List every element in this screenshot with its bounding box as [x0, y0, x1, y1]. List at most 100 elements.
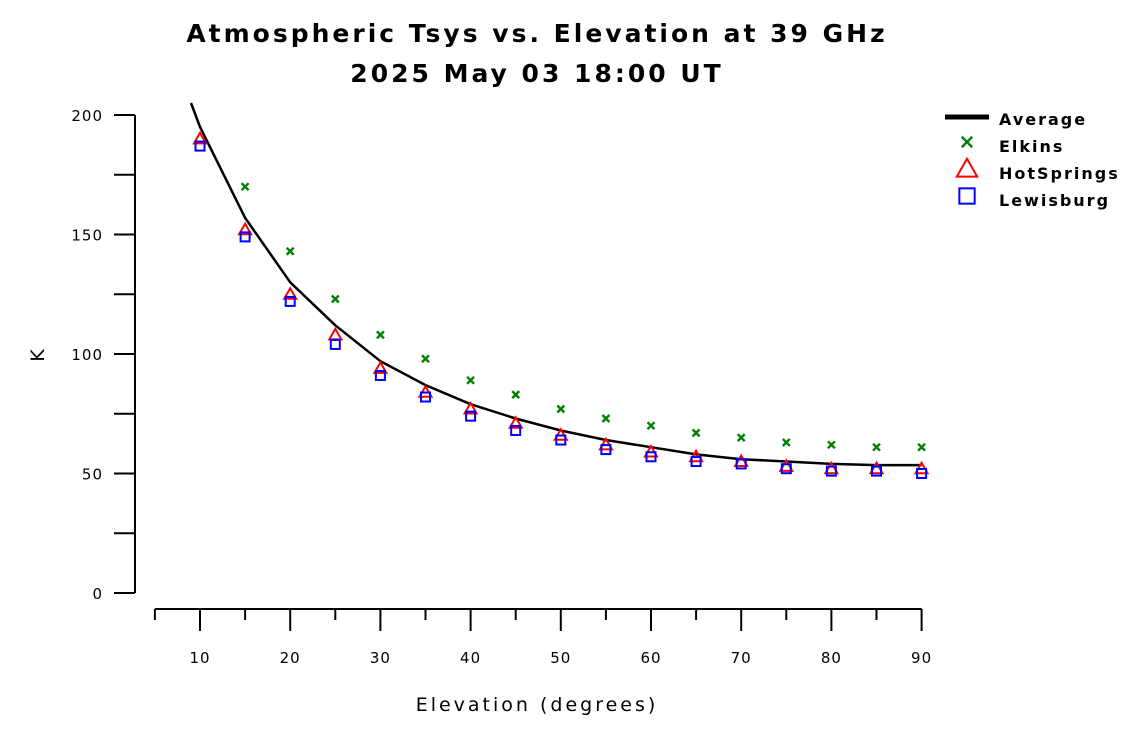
marker-stroke	[960, 135, 974, 149]
plot-area	[189, 102, 930, 479]
x-axis-label: Elevation (degrees)	[416, 694, 659, 716]
marker-stroke	[646, 421, 656, 431]
marker-stroke	[601, 414, 611, 423]
hotsprings-point	[192, 130, 208, 145]
x-tick-label: 50	[550, 649, 571, 667]
lewisburg-point	[329, 338, 341, 350]
lewisburg-point	[645, 451, 657, 463]
average-curve	[189, 102, 922, 467]
legend-label: Lewisburg	[999, 191, 1110, 210]
elkins-point	[781, 438, 791, 447]
lewisburg-point	[690, 456, 702, 468]
y-tick-label: 200	[71, 107, 103, 125]
series-elkins	[240, 182, 926, 452]
lewisburg-point	[510, 424, 522, 436]
hotsprings-point	[237, 221, 253, 236]
marker-stroke	[511, 390, 521, 399]
hotsprings-point	[598, 436, 614, 451]
marker-stroke	[240, 182, 250, 192]
hotsprings-point	[778, 458, 795, 472]
chart-subtitle: 2025 May 03 18:00 UT	[350, 59, 723, 88]
lewisburg-point	[780, 463, 792, 475]
lewisburg-point	[194, 140, 206, 152]
elkins-point	[330, 294, 340, 304]
y-axis-label: K	[27, 346, 49, 361]
hotsprings-point	[327, 326, 344, 341]
legend-label: Elkins	[999, 137, 1064, 156]
hotsprings-point	[868, 460, 885, 475]
legend-item-average: Average	[945, 110, 1087, 129]
legend-item-hotsprings: HotSprings	[955, 156, 1120, 183]
legend-item-lewisburg: Lewisburg	[958, 187, 1110, 210]
hotsprings-point	[913, 460, 930, 475]
x-tick-label: 20	[280, 649, 301, 667]
lewisburg-point	[555, 434, 567, 446]
lewisburg-point	[871, 465, 882, 477]
lewisburg-point	[825, 465, 837, 477]
lewisburg-point	[735, 458, 747, 470]
elkins-point	[285, 246, 295, 256]
lewisburg-point	[374, 370, 386, 382]
marker-stroke	[691, 428, 701, 438]
elkins-point	[917, 442, 926, 452]
legend-label: HotSprings	[999, 164, 1120, 183]
x-tick-label: 70	[731, 649, 752, 667]
hotsprings-point	[372, 360, 389, 374]
hotsprings-point	[282, 286, 298, 300]
elkins-point	[872, 442, 881, 452]
elkins-point	[827, 440, 836, 450]
chart-title: Atmospheric Tsys vs. Elevation at 39 GHz	[186, 19, 887, 48]
marker-stroke	[827, 440, 836, 450]
lewisburg-point	[916, 468, 928, 479]
lewisburg-point	[284, 295, 296, 307]
marker-stroke	[781, 438, 791, 447]
lewisburg-point	[420, 391, 431, 403]
marker-stroke	[872, 442, 881, 452]
marker-stroke	[285, 246, 295, 256]
y-tick-label: 100	[71, 346, 103, 364]
x-tick-label: 30	[370, 649, 391, 667]
series-lewisburg	[194, 140, 928, 479]
elkins-point	[556, 404, 566, 414]
elkins-point	[421, 354, 430, 364]
x-tick-label: 60	[640, 649, 661, 667]
series-hotsprings	[192, 130, 930, 475]
x-tick-label: 80	[821, 649, 842, 667]
hotsprings-point	[507, 415, 524, 429]
marker-stroke	[421, 354, 430, 364]
marker-stroke	[556, 404, 566, 414]
legend-marker	[955, 156, 979, 178]
x-tick-label: 40	[460, 649, 481, 667]
hotsprings-point	[462, 400, 479, 415]
hotsprings-point	[553, 427, 569, 441]
y-axis: 0 50 100 150 200	[71, 107, 136, 603]
marker-stroke	[376, 330, 385, 340]
elkins-point	[646, 421, 656, 431]
legend-label: Average	[999, 110, 1087, 129]
x-axis: 10 20 30 40 50 60 70 80 90	[153, 608, 931, 667]
elkins-point	[601, 414, 611, 423]
hotsprings-point	[643, 443, 659, 458]
x-tick-label: 10	[189, 649, 210, 667]
hotsprings-point	[823, 460, 840, 475]
lewisburg-point	[465, 410, 477, 422]
y-tick-label: 150	[71, 227, 103, 245]
lewisburg-point	[239, 231, 251, 243]
legend-item-elkins: Elkins	[960, 135, 1064, 156]
hotsprings-point	[417, 384, 434, 398]
legend-marker	[958, 187, 976, 205]
elkins-point	[466, 375, 475, 385]
y-tick-label: 0	[92, 585, 103, 603]
legend-marker	[960, 135, 974, 149]
lewisburg-point	[600, 444, 612, 456]
marker-stroke	[466, 375, 475, 385]
y-tick-label: 50	[82, 466, 103, 484]
marker-stroke	[736, 433, 746, 442]
elkins-point	[240, 182, 250, 192]
hotsprings-point	[688, 448, 704, 463]
elkins-point	[736, 433, 746, 442]
marker-stroke	[917, 442, 926, 452]
legend: Average Elkins HotSprings Lewisburg	[945, 110, 1120, 210]
marker-stroke	[330, 294, 340, 304]
